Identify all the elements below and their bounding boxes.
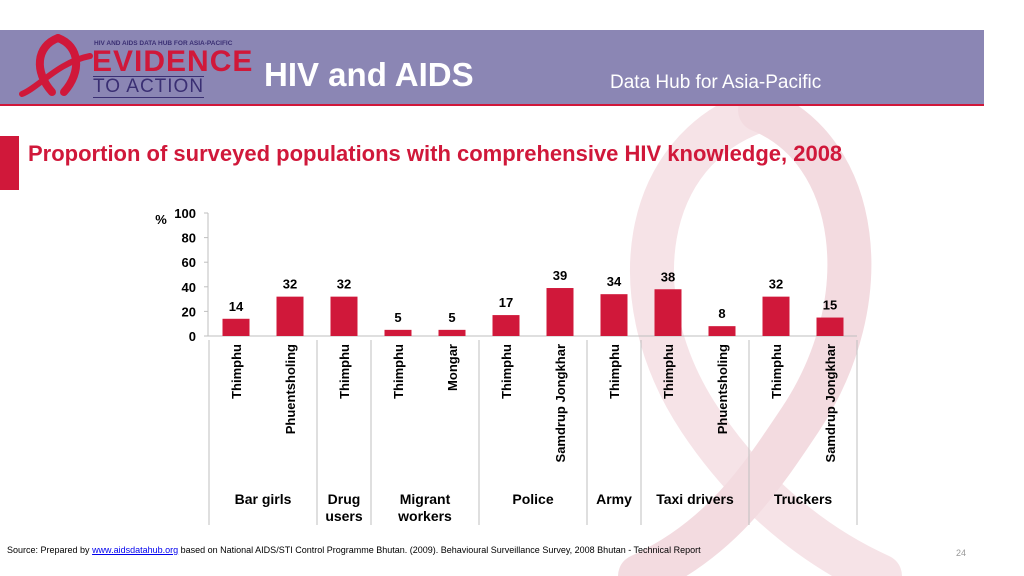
data-label: 15 [823, 298, 837, 313]
title-accent-bar [0, 136, 19, 190]
data-label: 8 [718, 306, 725, 321]
group-label: Drug [328, 491, 361, 507]
slide-title: Proportion of surveyed populations with … [28, 141, 843, 166]
data-label: 5 [448, 310, 455, 325]
logo-bottom-text: TO ACTION [93, 76, 205, 98]
header-banner: HIV AND AIDS DATA HUB FOR ASIA-PACIFIC E… [0, 30, 984, 106]
category-label: Thimphu [337, 344, 352, 399]
logo-main-text: EVIDENCE [92, 45, 254, 78]
data-label: 5 [394, 310, 401, 325]
category-label: Thimphu [607, 344, 622, 399]
bar [330, 296, 358, 336]
data-label: 32 [769, 277, 783, 292]
source-link[interactable]: www.aidsdatahub.org [92, 545, 179, 555]
bar [546, 288, 574, 336]
group-label: Migrant [400, 491, 451, 507]
category-label: Thimphu [661, 344, 676, 399]
logo-top-text: HIV AND AIDS DATA HUB FOR ASIA-PACIFIC [94, 40, 233, 47]
data-label: 14 [229, 299, 244, 314]
evidence-to-action-logo: HIV AND AIDS DATA HUB FOR ASIA-PACIFIC E… [18, 34, 252, 100]
category-label: Thimphu [769, 344, 784, 399]
group-label: Bar girls [235, 491, 292, 507]
category-label: Thimphu [499, 344, 514, 399]
y-tick-label: 40 [182, 280, 196, 295]
page-number: 24 [956, 548, 967, 558]
data-label: 32 [283, 277, 297, 292]
category-label: Samdrup Jongkhar [823, 344, 838, 462]
bar [816, 317, 844, 336]
bar [276, 296, 304, 336]
y-tick-label: 20 [182, 304, 196, 319]
data-label: 39 [553, 268, 567, 283]
bar [384, 329, 412, 336]
category-label: Samdrup Jongkhar [553, 344, 568, 462]
category-label: Thimphu [391, 344, 406, 399]
category-label: Thimphu [229, 344, 244, 399]
header-title: HIV and AIDS [264, 56, 474, 93]
ribbon-logo-icon [19, 34, 93, 97]
bar [222, 318, 250, 336]
group-label: Police [512, 491, 553, 507]
category-label: Phuentsholing [715, 344, 730, 434]
group-label: users [325, 508, 363, 524]
source-suffix: based on National AIDS/STI Control Progr… [178, 545, 701, 555]
bar [762, 296, 790, 336]
data-label: 34 [607, 274, 622, 289]
bar [654, 289, 682, 336]
y-tick-label: 60 [182, 255, 196, 270]
group-label: Taxi drivers [656, 491, 734, 507]
bar [492, 315, 520, 336]
category-label: Mongar [445, 344, 460, 391]
bar [600, 294, 628, 336]
source-note: Source: Prepared by www.aidsdatahub.org … [7, 545, 701, 555]
data-label: 32 [337, 277, 351, 292]
y-tick-label: 0 [189, 329, 196, 344]
category-label: Phuentsholing [283, 344, 298, 434]
y-tick-label: 100 [174, 206, 196, 221]
group-label: workers [397, 508, 452, 524]
group-label: Truckers [774, 491, 833, 507]
source-prefix: Source: Prepared by [7, 545, 93, 555]
data-label: 38 [661, 269, 675, 284]
y-axis-label: % [155, 212, 167, 227]
y-tick-label: 80 [182, 231, 196, 246]
bar [438, 329, 466, 336]
group-label: Army [596, 491, 632, 507]
bar [708, 326, 736, 336]
data-label: 17 [499, 295, 513, 310]
header-subtitle: Data Hub for Asia-Pacific [610, 72, 822, 93]
